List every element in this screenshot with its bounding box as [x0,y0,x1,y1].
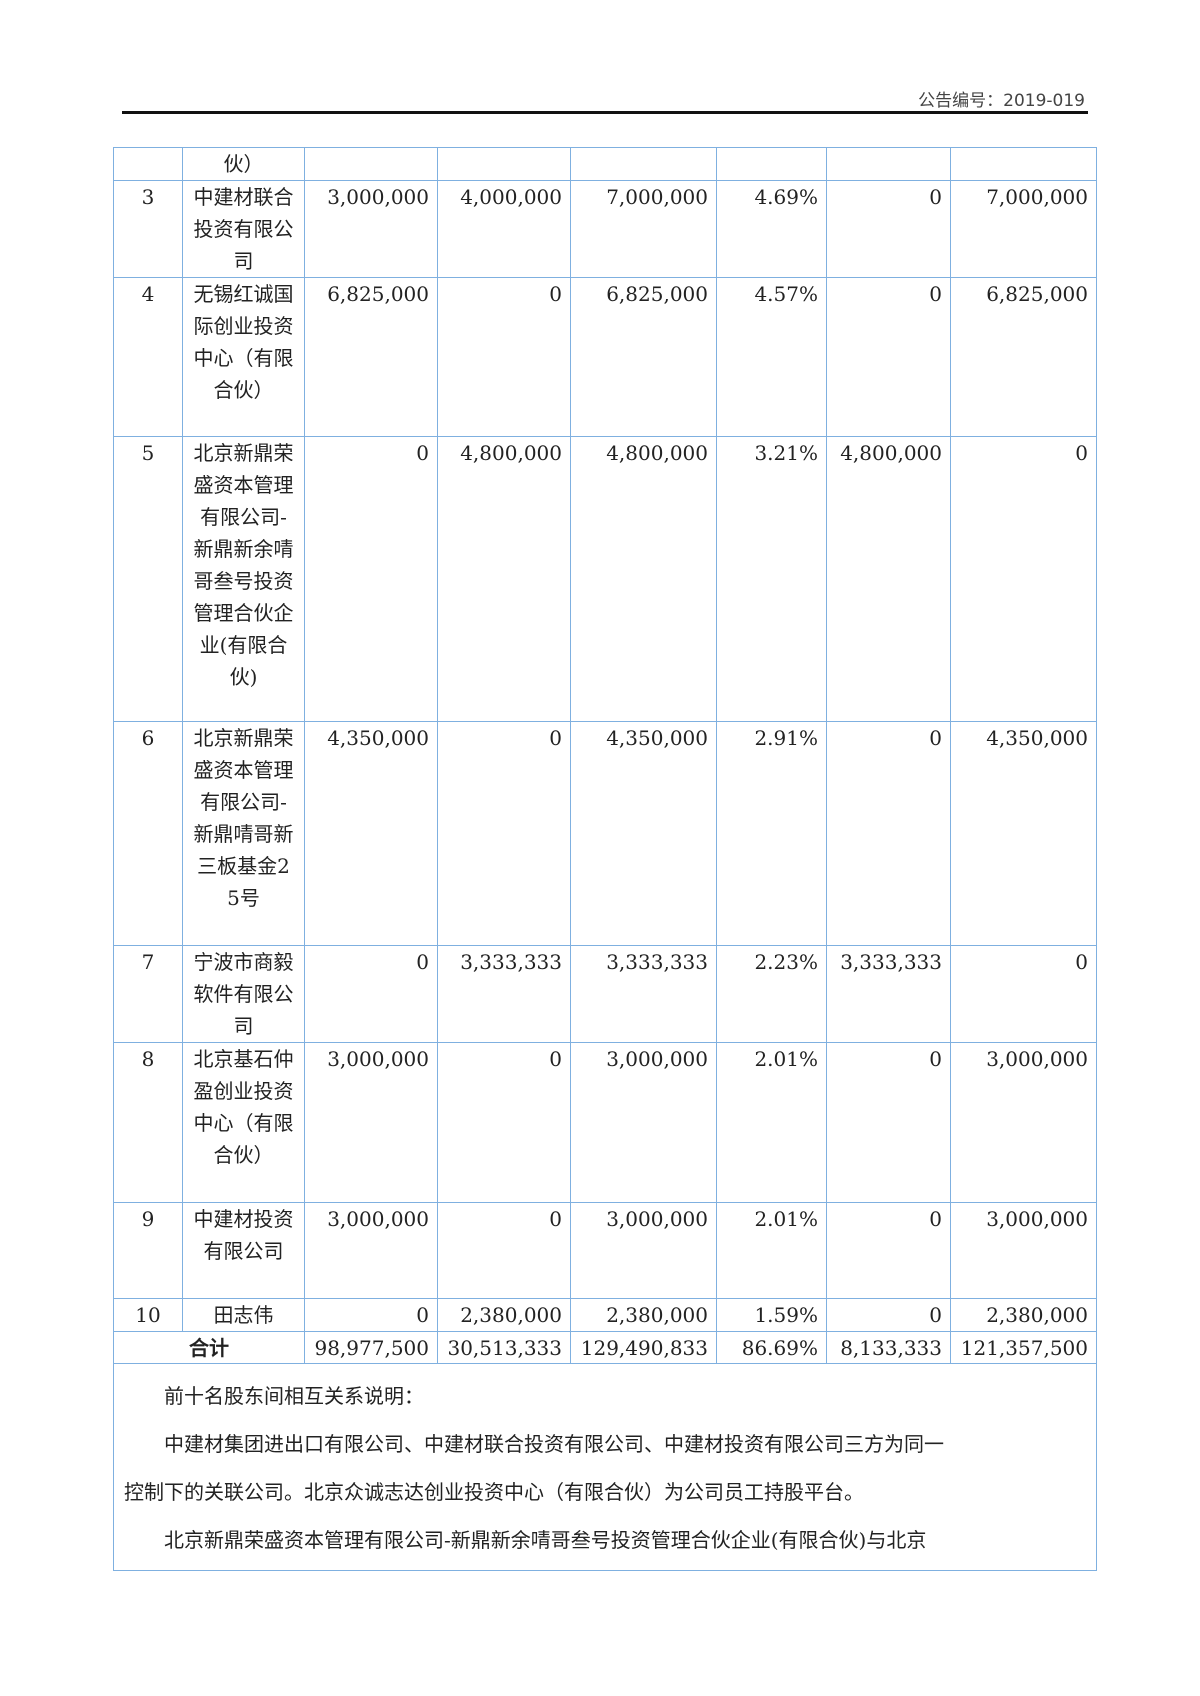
row-number: 9 [113,1202,183,1299]
shareholder-name: 无锡红诚国际创业投资中心（有限合伙） [182,277,305,437]
row-number: 3 [113,180,183,278]
value-change: 3,333,333 [437,945,571,1043]
remark-paragraph: 前十名股东间相互关系说明： [164,1384,424,1408]
value-change: 0 [437,1042,571,1203]
table-row: 6 北京新鼎荣盛资本管理有限公司-新鼎啨哥新三板基金25号 4,350,000 0 4,… [113,721,1097,946]
row-number: 4 [113,277,183,437]
shareholder-name: 伙） [182,147,305,181]
value-change: 4,000,000 [437,180,571,278]
table-row: 4 无锡红诚国际创业投资中心（有限合伙） 6,825,000 0 6,825,000 4.… [113,277,1097,437]
total-c2: 30,513,333 [437,1331,571,1364]
value-unrestricted: 3,000,000 [950,1042,1097,1203]
value-ratio: 1.59% [716,1298,827,1332]
row-number: 6 [113,721,183,946]
value-change: 0 [437,1202,571,1299]
total-c5: 8,133,333 [826,1331,951,1364]
value-restricted: 4,800,000 [826,436,951,722]
top-ten-shareholders-table: 伙） 3 中建材联合投资有限公司 3,000,000 4,000,000 7,000,0… [113,147,1097,1571]
shareholder-name: 宁波市商毅软件有限公司 [182,945,305,1043]
shareholder-name: 北京基石仲盈创业投资中心（有限合伙） [182,1042,305,1203]
value-unrestricted: 2,380,000 [950,1298,1097,1332]
value-start: 0 [304,1298,438,1332]
value-restricted: 0 [826,180,951,278]
table-row: 10 田志伟 0 2,380,000 2,380,000 1.59% 0 2,380,000 [113,1298,1097,1332]
remarks: 前十名股东间相互关系说明： 中建材集团进出口有限公司、中建材联合投资有限公司、中建… [113,1363,1097,1571]
value-start: 0 [304,436,438,722]
value-start: 0 [304,945,438,1043]
value-start: 3,000,000 [304,1202,438,1299]
value-ratio: 2.01% [716,1042,827,1203]
total-label: 合计 [113,1331,305,1364]
value-change: 2,380,000 [437,1298,571,1332]
shareholder-name: 中建材联合投资有限公司 [182,180,305,278]
value-ratio: 2.23% [716,945,827,1043]
header-rule [122,111,1088,114]
table-row: 3 中建材联合投资有限公司 3,000,000 4,000,000 7,000,000 4… [113,180,1097,278]
total-c6: 121,357,500 [950,1331,1097,1364]
value-end: 3,000,000 [570,1202,717,1299]
row-number: 7 [113,945,183,1043]
value-restricted: 0 [826,1202,951,1299]
row-number: 8 [113,1042,183,1203]
value-change: 0 [437,277,571,437]
value-end: 3,000,000 [570,1042,717,1203]
value-restricted: 0 [826,277,951,437]
value-change: 4,800,000 [437,436,571,722]
total-row: 合计 98,977,500 30,513,333 129,490,833 86.69% 8… [113,1331,1097,1364]
shareholder-name: 北京新鼎荣盛资本管理有限公司-新鼎啨哥新三板基金25号 [182,721,305,946]
value-start: 6,825,000 [304,277,438,437]
announcement-number: 公告编号：2019-019 [918,91,1085,111]
value-start: 4,350,000 [304,721,438,946]
remark-paragraph: 中建材集团进出口有限公司、中建材联合投资有限公司、中建材投资有限公司三方为同一 [164,1432,944,1456]
value-ratio: 2.91% [716,721,827,946]
value-unrestricted: 0 [950,945,1097,1043]
row-number: 10 [113,1298,183,1332]
value-ratio: 4.69% [716,180,827,278]
total-c3: 129,490,833 [570,1331,717,1364]
value-restricted: 0 [826,1298,951,1332]
value-end: 3,333,333 [570,945,717,1043]
value-unrestricted: 3,000,000 [950,1202,1097,1299]
shareholder-name: 中建材投资有限公司 [182,1202,305,1299]
value-start: 3,000,000 [304,180,438,278]
table-row: 7 宁波市商毅软件有限公司 0 3,333,333 3,333,333 2.23% 3,33… [113,945,1097,1043]
remark-paragraph: 控制下的关联公司。北京众诚志达创业投资中心（有限合伙）为公司员工持股平台。 [124,1480,864,1504]
table-row: 伙） [113,147,1097,181]
total-c4: 86.69% [716,1331,827,1364]
value-unrestricted: 7,000,000 [950,180,1097,278]
remark-paragraph: 北京新鼎荣盛资本管理有限公司-新鼎新余啨哥叁号投资管理合伙企业(有限合伙)与北京 [164,1528,927,1552]
value-restricted: 3,333,333 [826,945,951,1043]
table-row: 5 北京新鼎荣盛资本管理有限公司-新鼎新余啨哥叁号投资管理合伙企业(有限合伙) 0 4… [113,436,1097,722]
value-start: 3,000,000 [304,1042,438,1203]
value-unrestricted: 6,825,000 [950,277,1097,437]
value-ratio: 3.21% [716,436,827,722]
value-restricted: 0 [826,721,951,946]
shareholder-name: 北京新鼎荣盛资本管理有限公司-新鼎新余啨哥叁号投资管理合伙企业(有限合伙) [182,436,305,722]
remarks-row: 前十名股东间相互关系说明： 中建材集团进出口有限公司、中建材联合投资有限公司、中建… [113,1363,1097,1571]
value-end: 4,800,000 [570,436,717,722]
value-unrestricted: 4,350,000 [950,721,1097,946]
value-ratio: 4.57% [716,277,827,437]
value-end: 4,350,000 [570,721,717,946]
value-change: 0 [437,721,571,946]
total-c1: 98,977,500 [304,1331,438,1364]
value-end: 6,825,000 [570,277,717,437]
shareholder-name: 田志伟 [182,1298,305,1332]
value-end: 2,380,000 [570,1298,717,1332]
table-row: 9 中建材投资有限公司 3,000,000 0 3,000,000 2.01% 0 3,000… [113,1202,1097,1299]
value-restricted: 0 [826,1042,951,1203]
row-number: 5 [113,436,183,722]
value-end: 7,000,000 [570,180,717,278]
value-unrestricted: 0 [950,436,1097,722]
value-ratio: 2.01% [716,1202,827,1299]
table-row: 8 北京基石仲盈创业投资中心（有限合伙） 3,000,000 0 3,000,000 2.… [113,1042,1097,1203]
